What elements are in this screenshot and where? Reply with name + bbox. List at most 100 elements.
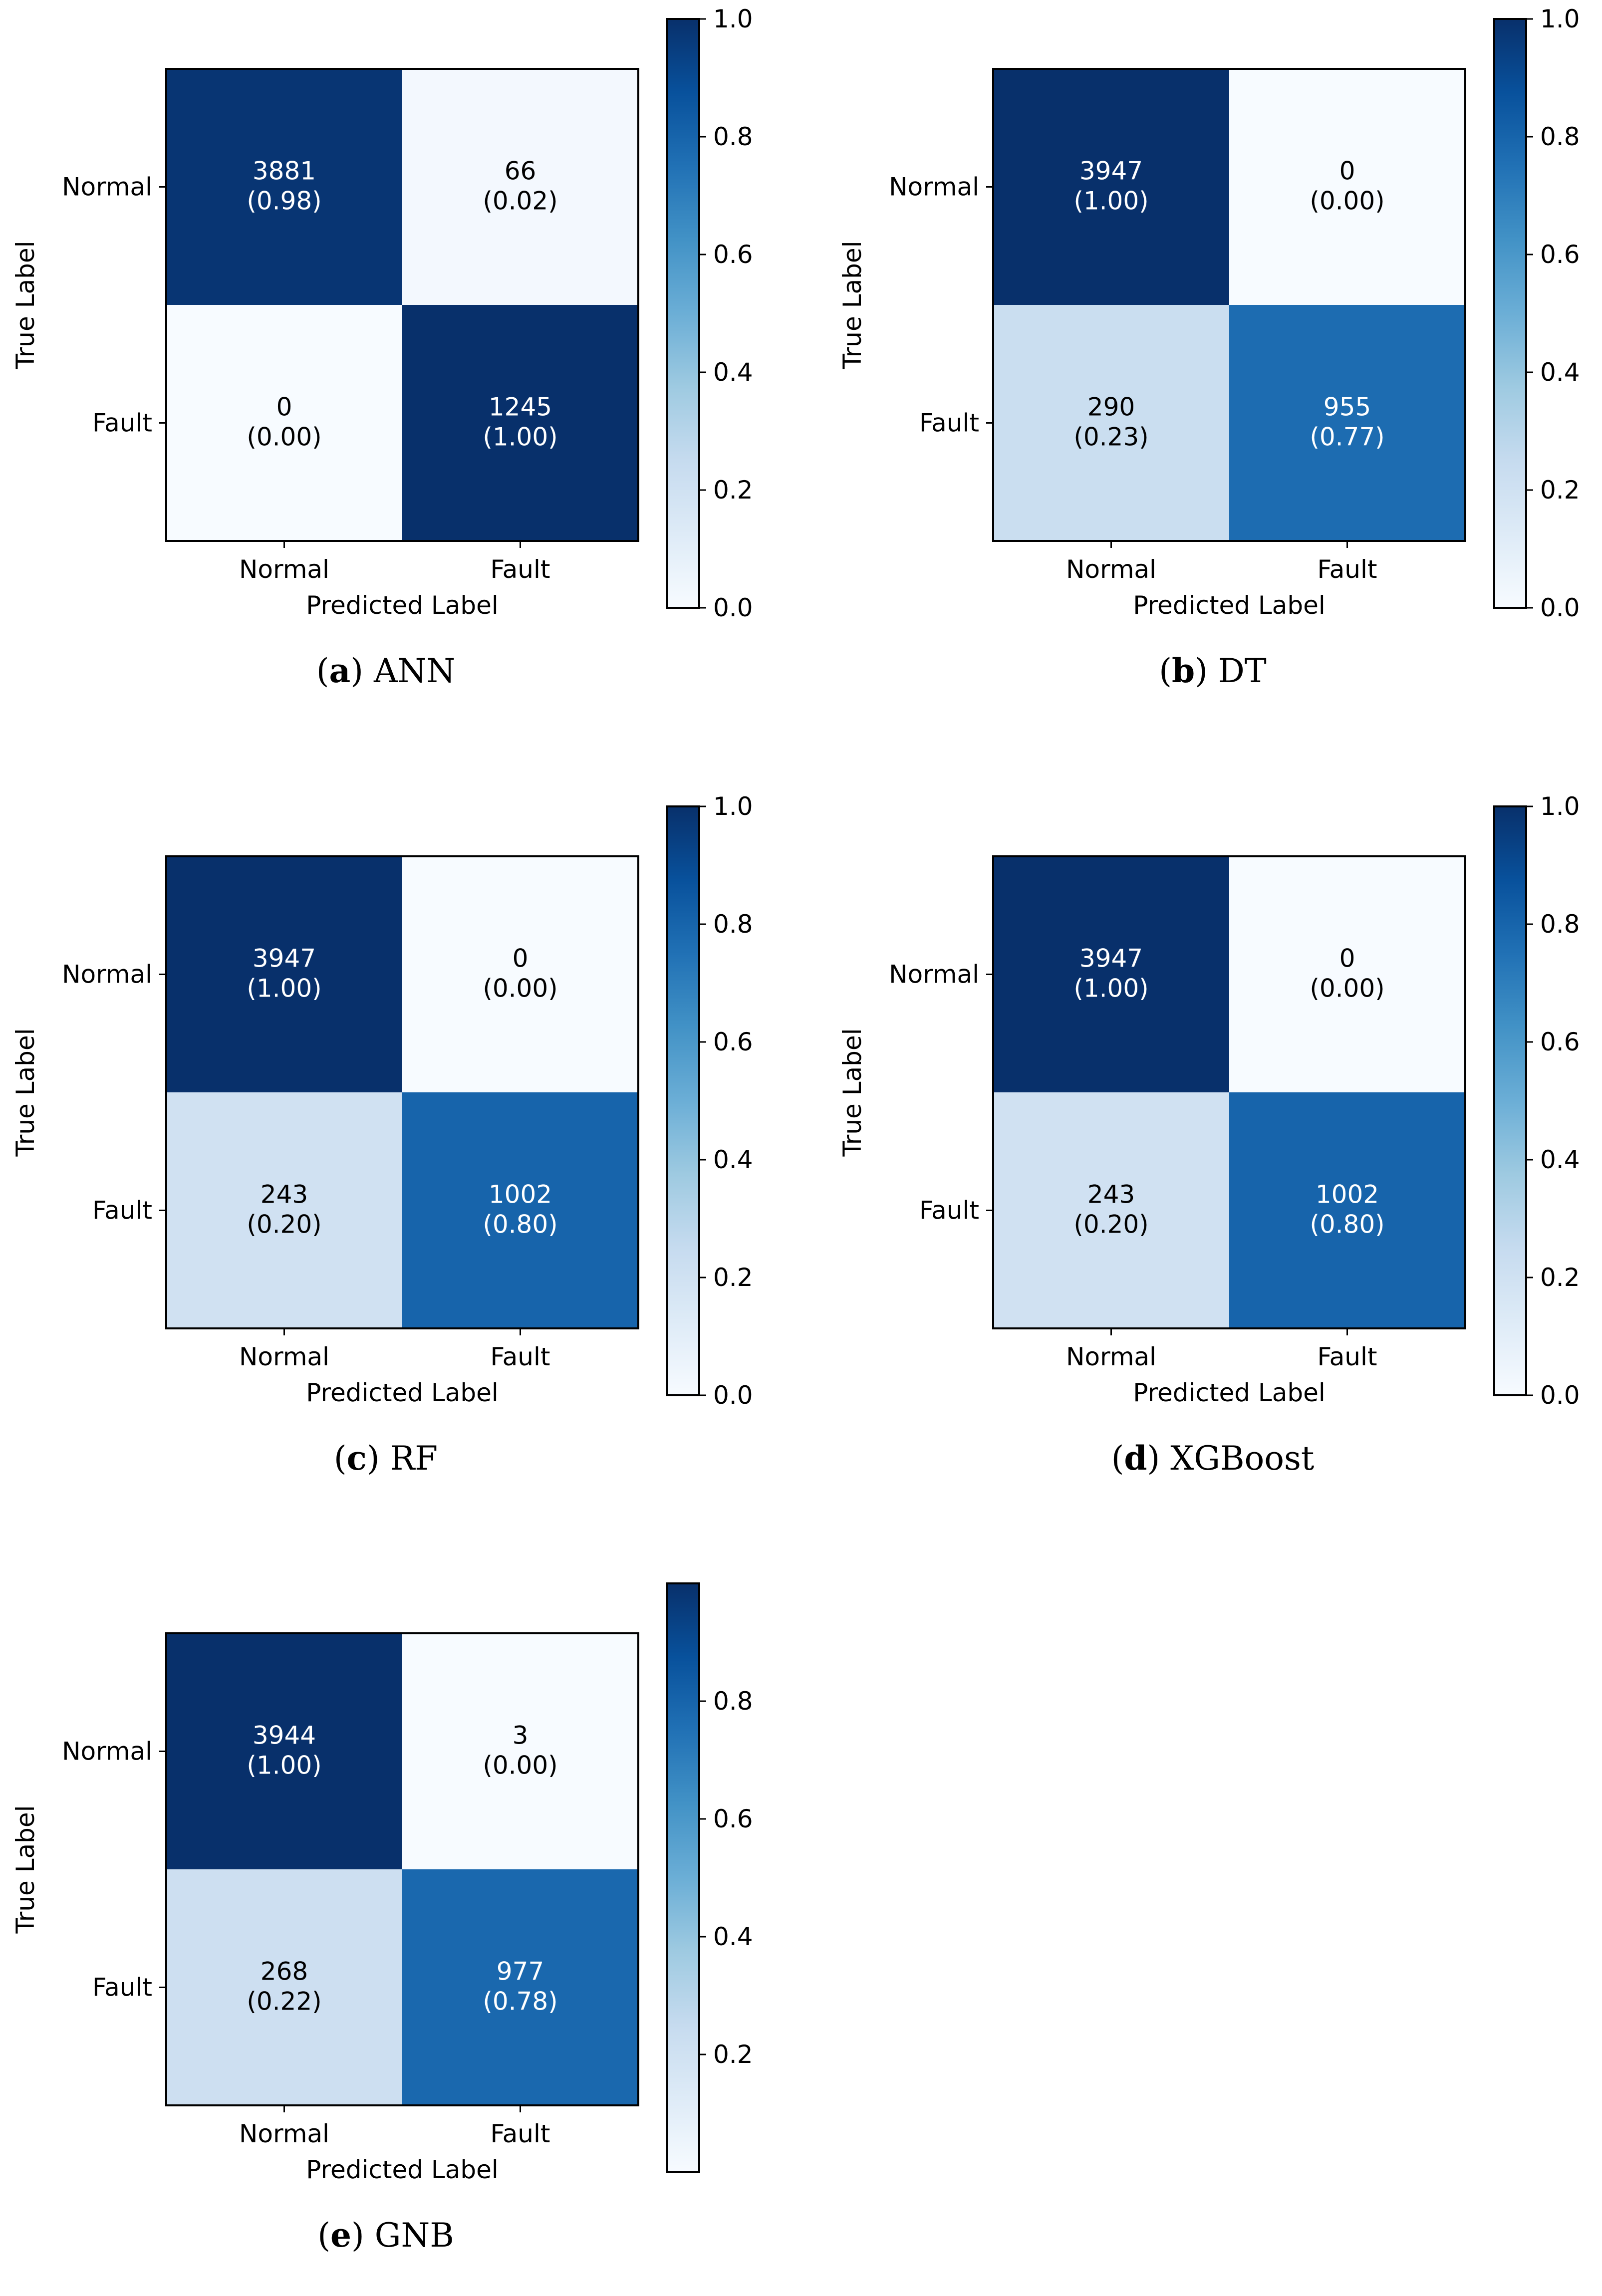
- cell-ratio-label: (0.80): [483, 1210, 557, 1239]
- colorbar-tick-label: 0.4: [1540, 358, 1580, 387]
- confusion-matrix-panel-e: 3944 (1.00) 3 (0.00) 268 (0.22) 977 (0.78) Norma…: [0, 1564, 779, 2273]
- colorbar-tick-label: 0.6: [1540, 240, 1580, 269]
- cell-ratio-label: (0.80): [1310, 1210, 1384, 1239]
- y-axis-title: True Label: [11, 1805, 40, 1934]
- cell-count-label: 1002: [1316, 1180, 1379, 1209]
- heatmap-cell: [166, 1092, 402, 1328]
- x-axis-title: Predicted Label: [1133, 591, 1326, 620]
- colorbar-tick-label: 0.4: [713, 358, 753, 387]
- confusion-matrix-panel-b: 3947 (1.00) 0 (0.00) 290 (0.23) 955 (0.77) Norma…: [827, 0, 1602, 709]
- x-axis-title: Predicted Label: [306, 591, 499, 620]
- colorbar-tick-label: 0.2: [1540, 1263, 1580, 1292]
- cell-count-label: 3944: [253, 1721, 316, 1750]
- caption-text: RF: [390, 1439, 438, 1478]
- cell-count-label: 3947: [1079, 157, 1143, 186]
- cell-ratio-label: (0.98): [247, 187, 321, 216]
- colorbar-tick-label: 0.8: [713, 910, 753, 939]
- cell-ratio-label: (1.00): [1073, 187, 1148, 216]
- y-tick-label: Normal: [889, 960, 979, 989]
- confusion-matrix-panel-d: 3947 (1.00) 0 (0.00) 243 (0.20) 1002 (0.80) Norm…: [827, 787, 1602, 1496]
- heatmap-cell: [993, 1092, 1229, 1328]
- x-tick-label: Fault: [491, 1342, 550, 1371]
- heatmap-svg: 3947(1.00) 0(0.00) 243(0.20) 1002(0.80) Norm…: [838, 792, 1580, 1410]
- subfigure-caption: (a) ANN: [316, 651, 456, 690]
- cell-ratio-label: (1.00): [1073, 974, 1148, 1003]
- y-tick-label: Fault: [92, 1196, 152, 1225]
- heatmap-svg: 3881(0.98) 66(0.02) 0(0.00) 1245(1.00) Norma…: [11, 4, 753, 622]
- x-axis-title: Predicted Label: [1133, 1378, 1326, 1407]
- heatmap-svg: 3944(1.00) 3(0.00) 268(0.22) 977(0.78) Norma…: [11, 1582, 753, 2184]
- colorbar-tick-label: 0.8: [713, 122, 753, 151]
- x-tick-label: Normal: [1066, 555, 1156, 584]
- heatmap-frame: [165, 855, 639, 1329]
- colorbar-tick-label: 0.2: [713, 2040, 753, 2069]
- y-axis-title: True Label: [838, 1028, 867, 1157]
- subfigure-caption: (b) DT: [1159, 651, 1267, 690]
- colorbar-tick-label: 0.0: [1540, 1381, 1580, 1410]
- colorbar: [1493, 805, 1527, 1396]
- cell-ratio-label: (1.00): [483, 423, 557, 452]
- y-tick-label: Normal: [62, 1737, 152, 1766]
- colorbar-tick-label: 0.2: [1540, 476, 1580, 505]
- y-tick-label: Fault: [919, 409, 979, 438]
- cell-count-label: 3: [513, 1721, 529, 1750]
- cell-ratio-label: (0.23): [1073, 423, 1148, 452]
- heatmap-frame: [992, 68, 1466, 542]
- caption-letter: a: [329, 651, 351, 690]
- x-tick-label: Fault: [491, 2119, 550, 2148]
- colorbar-tick-label: 0.6: [713, 1027, 753, 1056]
- confusion-matrix-panel-a: 3881 (0.98) 66 (0.02) 0 (0.00) 1245 (1.00) Norma…: [0, 0, 779, 709]
- cell-ratio-label: (0.00): [1310, 187, 1384, 216]
- caption-text: XGBoost: [1170, 1439, 1315, 1478]
- subfigure-caption: (d) XGBoost: [1111, 1439, 1315, 1478]
- confusion-matrix-panel-c: 3947 (1.00) 0 (0.00) 243 (0.20) 1002 (0.80) Norm…: [0, 787, 779, 1496]
- cell-count-label: 955: [1324, 393, 1371, 422]
- heatmap-cell: [1229, 1092, 1465, 1328]
- cell-count-label: 268: [261, 1957, 308, 1986]
- cell-ratio-label: (0.00): [483, 974, 557, 1003]
- caption-letter: e: [330, 2216, 352, 2255]
- heatmap-cell: [166, 69, 402, 305]
- x-tick-label: Normal: [239, 555, 329, 584]
- y-tick-label: Fault: [92, 409, 152, 438]
- subfigure-caption: (c) RF: [333, 1439, 438, 1478]
- colorbar: [666, 1582, 700, 2173]
- heatmap-svg: 3947(1.00) 0(0.00) 243(0.20) 1002(0.80) Norm…: [11, 792, 753, 1410]
- cell-count-label: 977: [497, 1957, 544, 1986]
- heatmap-frame: [165, 68, 639, 542]
- cell-count-label: 0: [276, 393, 292, 422]
- x-tick-label: Normal: [239, 1342, 329, 1371]
- cell-ratio-label: (1.00): [247, 1751, 321, 1780]
- colorbar: [666, 18, 700, 609]
- colorbar-tick-label: 0.0: [713, 593, 753, 622]
- heatmap-cell: [1229, 856, 1465, 1092]
- colorbar-tick-label: 1.0: [713, 4, 753, 33]
- colorbar: [1493, 18, 1527, 609]
- caption-letter: b: [1171, 651, 1195, 690]
- colorbar-tick-label: 0.8: [1540, 122, 1580, 151]
- y-tick-label: Normal: [62, 173, 152, 202]
- y-tick-label: Fault: [92, 1973, 152, 2002]
- colorbar-tick-label: 1.0: [713, 792, 753, 821]
- colorbar-tick-label: 0.8: [713, 1687, 753, 1716]
- x-tick-label: Fault: [1318, 555, 1377, 584]
- heatmap-cell: [402, 305, 638, 541]
- cell-count-label: 1002: [489, 1180, 552, 1209]
- heatmap-cell: [402, 1633, 638, 1869]
- heatmap-cell: [1229, 69, 1465, 305]
- heatmap-frame: [165, 1632, 639, 2106]
- cell-count-label: 0: [1339, 944, 1355, 973]
- cell-count-label: 243: [261, 1180, 308, 1209]
- cell-ratio-label: (0.77): [1310, 423, 1384, 452]
- colorbar-tick-label: 0.6: [1540, 1027, 1580, 1056]
- colorbar-tick-label: 0.2: [713, 476, 753, 505]
- cell-count-label: 243: [1087, 1180, 1135, 1209]
- cell-ratio-label: (0.02): [483, 187, 557, 216]
- cell-count-label: 0: [513, 944, 529, 973]
- cell-count-label: 3881: [253, 157, 316, 186]
- heatmap-cell: [166, 1633, 402, 1869]
- colorbar: [666, 805, 700, 1396]
- cell-count-label: 0: [1339, 157, 1355, 186]
- cell-count-label: 3947: [1079, 944, 1143, 973]
